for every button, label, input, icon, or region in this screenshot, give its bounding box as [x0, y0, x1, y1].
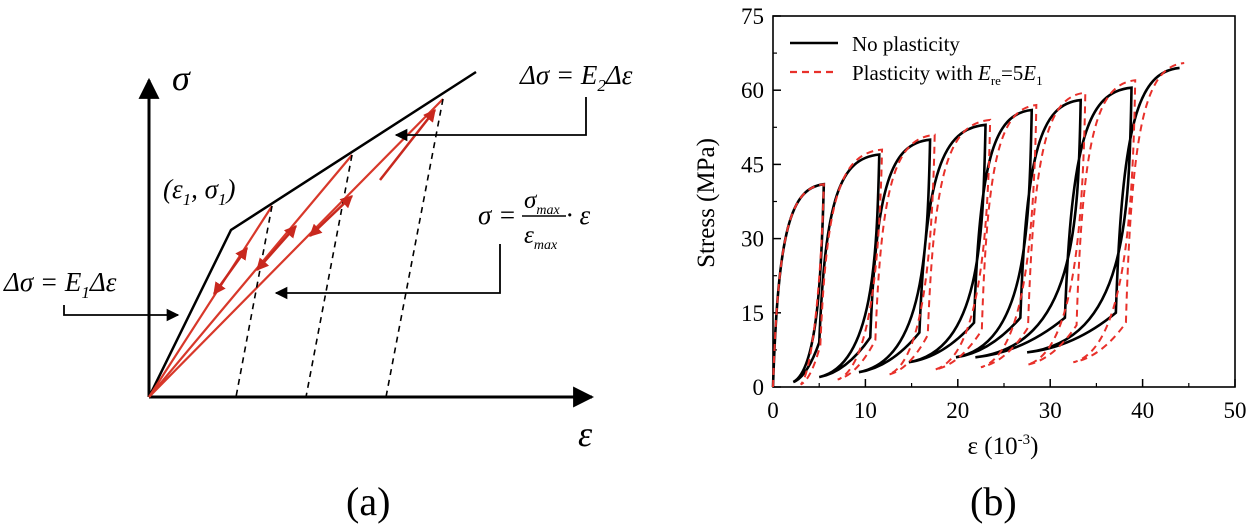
slope1-leader — [63, 305, 180, 322]
x-axis-label: ε (10-3) — [968, 432, 1039, 460]
bilinear-envelope-line — [147, 70, 477, 398]
slope1-label: Δσ = E1Δε — [3, 267, 117, 302]
panel-a-label: (a) — [346, 479, 390, 524]
axis-ticks: 0 10 20 30 40 50 0 15 30 45 60 75 — [741, 4, 1247, 423]
unloading-dashed-2 — [305, 154, 353, 398]
reload-path-1a — [212, 246, 249, 296]
legend: No plasticity Plasticity with Ere=5E1 — [790, 32, 1043, 88]
series-line-no-plasticity — [771, 66, 1180, 388]
panel-a-diagram: σ ε Δσ = E2Δε (ε1, σ1) σ = σmax εmax · ε — [3, 58, 633, 524]
x-tick-label: 0 — [767, 398, 779, 423]
x-tick-label: 40 — [1131, 398, 1154, 423]
y-axis-label: Stress (MPa) — [693, 138, 720, 268]
y-tick-label: 0 — [753, 375, 765, 400]
y-tick-label: 15 — [741, 301, 764, 326]
y-tick-label: 30 — [741, 227, 764, 252]
legend-label-plasticity: Plasticity with Ere=5E1 — [852, 61, 1043, 88]
data-series — [771, 61, 1185, 388]
x-tick-label: 50 — [1224, 398, 1247, 423]
y-axis-symbol: σ — [172, 58, 191, 98]
secant-line-1 — [148, 205, 273, 398]
secant-formula-denominator: εmax — [524, 222, 558, 253]
legend-label-no-plasticity: No plasticity — [852, 32, 960, 56]
x-tick-label: 30 — [1039, 398, 1062, 423]
secant-formula-numerator: σmax — [524, 187, 560, 218]
x-tick-label: 20 — [946, 398, 969, 423]
x-tick-label: 10 — [854, 398, 877, 423]
slope2-leader — [394, 97, 587, 142]
secant-leader — [274, 244, 501, 300]
reload-path-3 — [379, 109, 436, 181]
panel-b-chart: 0 10 20 30 40 50 0 15 30 45 60 75 Stress (MPa) ε (1… — [693, 4, 1247, 524]
panel-b-label: (b) — [970, 479, 1017, 524]
slope2-label: Δσ = E2Δε — [519, 60, 633, 95]
series-line-plasticity — [772, 61, 1185, 388]
yield-point-label: (ε1, σ1) — [163, 174, 235, 209]
reload-path-2 — [309, 195, 353, 237]
secant-formula-tail: · ε — [566, 200, 591, 230]
y-tick-label: 45 — [741, 152, 764, 177]
secant-line-3 — [148, 98, 444, 398]
y-tick-label: 60 — [741, 78, 764, 103]
x-axis-symbol: ε — [578, 414, 593, 454]
y-tick-label: 75 — [741, 4, 764, 29]
secant-formula-lhs: σ = — [478, 200, 516, 230]
unloading-dashed-3 — [385, 98, 444, 398]
reload-path-1b — [256, 225, 297, 271]
